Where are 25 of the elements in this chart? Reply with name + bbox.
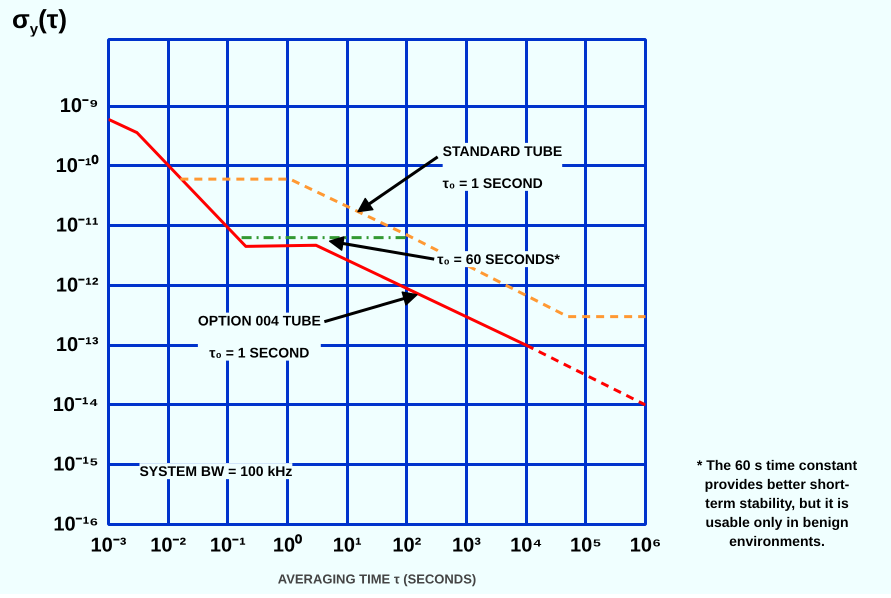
x-tick-label: 10⁶ — [630, 534, 662, 556]
x-tick-label: 10³ — [452, 534, 482, 556]
y-tick-label: 10⁻¹⁶ — [53, 514, 99, 536]
x-tick-label: 10² — [392, 534, 422, 556]
annotation: STANDARD TUBE τ₀ = 1 SECOND — [442, 142, 562, 191]
y-tick-label: 10⁻¹¹ — [56, 214, 99, 237]
x-tick-label: 10⁻¹ — [210, 534, 246, 556]
x-tick-label: 10⁰ — [272, 534, 302, 556]
x-tick-label: 10⁴ — [510, 534, 542, 556]
y-tick-label: 10⁻⁹ — [60, 95, 99, 118]
x-tick-label: 10⁻³ — [90, 534, 127, 556]
y-tick-label: 10⁻¹⁰ — [56, 154, 98, 177]
annotation: τ₀ = 60 SECONDS* — [437, 251, 560, 268]
annotation: OPTION 004 TUBE τ₀ = 1 SECOND — [198, 312, 321, 361]
text: * The 60 s time constant provides better short- term stability, but it is usable only in benign environments. — [696, 456, 858, 551]
y-tick-label: 10⁻¹⁵ — [53, 454, 99, 476]
y-tick-label: 10⁻¹² — [56, 274, 99, 296]
x-axis-title: AVERAGING TIME τ (SECONDS) — [278, 572, 476, 586]
y-tick-label: 10⁻¹³ — [56, 334, 99, 356]
x-tick-label: 10⁵ — [570, 534, 602, 556]
annotation: SYSTEM BW = 100 kHz — [139, 463, 292, 480]
y-tick-label: 10⁻¹⁴ — [52, 394, 99, 416]
y-axis-title: σ$_{y}$(τ) — [12, 4, 68, 40]
x-tick-label: 10¹ — [332, 534, 362, 556]
x-tick-label: 10⁻² — [150, 534, 186, 556]
